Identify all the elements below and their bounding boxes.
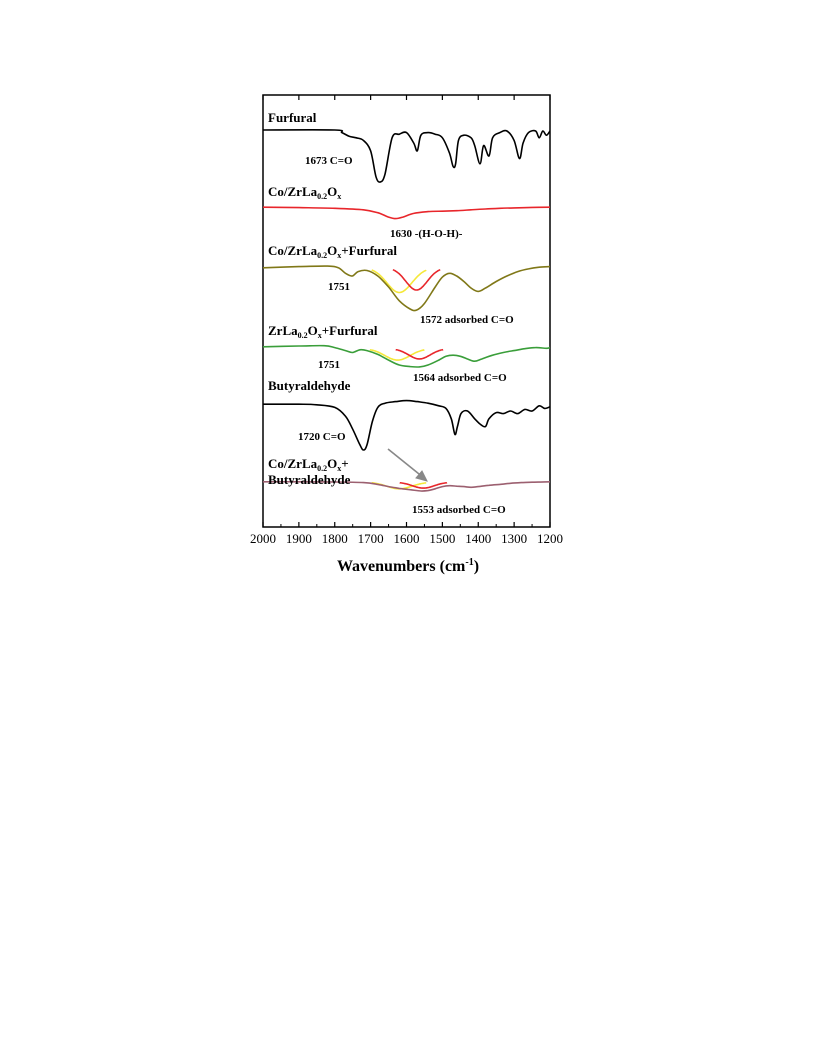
arrow-shaft <box>387 448 425 479</box>
series-line-1 <box>262 206 551 220</box>
series-line-0 <box>262 129 551 183</box>
peak-label-2-0: 1751 <box>328 281 350 293</box>
fit-red-1 <box>395 348 444 360</box>
series-label-4: Butyraldehyde <box>268 378 351 393</box>
fit-yellow-0 <box>371 269 427 294</box>
x-axis-title: Wavenumbers (cm-1) <box>337 557 479 575</box>
x-tick-label: 1300 <box>501 531 527 546</box>
peak-label-3-0: 1751 <box>318 359 340 371</box>
peak-label-2-1: 1572 adsorbed C=O <box>420 314 514 326</box>
x-tick-label: 2000 <box>250 531 276 546</box>
peak-label-1-0: 1630 -(H-O-H)- <box>390 228 463 240</box>
series-line-5 <box>262 480 551 492</box>
x-tick-label: 1500 <box>429 531 455 546</box>
series-line-3 <box>262 344 551 368</box>
series-line-2 <box>262 265 551 312</box>
series-lines <box>262 129 551 492</box>
fit-yellow-1 <box>369 348 425 361</box>
x-tick-label: 1800 <box>322 531 348 546</box>
peak-label-5-0: 1553 adsorbed C=O <box>412 504 506 516</box>
x-tick-label: 1200 <box>537 531 563 546</box>
x-tick-label: 1600 <box>394 531 420 546</box>
peak-label-0-0: 1673 C=O <box>305 155 353 167</box>
x-tick-label: 1400 <box>465 531 491 546</box>
peak-label-4-0: 1720 C=O <box>298 431 346 443</box>
series-line-4 <box>262 399 551 451</box>
series-label-3: ZrLa0.2Ox+Furfural <box>268 323 378 340</box>
shift-arrow <box>387 448 428 482</box>
series-label-2: Co/ZrLa0.2Ox+Furfural <box>268 243 397 260</box>
fit-red-2 <box>399 481 448 489</box>
x-tick-label: 1900 <box>286 531 312 546</box>
series-label-5: Co/ZrLa0.2Ox+ <box>268 456 349 473</box>
arrow-head <box>415 470 428 482</box>
x-axis-ticks: 2000 1900 1800 1700 1600 1500 1400 1300 1200 <box>250 95 563 546</box>
series-label-1: Co/ZrLa0.2Ox <box>268 184 341 201</box>
series-label-5-line2: Butyraldehyde <box>268 472 351 487</box>
fit-red-0 <box>392 268 441 291</box>
peak-label-3-1: 1564 adsorbed C=O <box>413 372 507 384</box>
series-label-0: Furfural <box>268 110 317 125</box>
x-tick-label: 1700 <box>358 531 384 546</box>
peak-annotations: 1673 C=O 1630 -(H-O-H)- 1751 1572 adsorbed … <box>298 155 514 516</box>
series-labels: Furfural Co/ZrLa0.2Ox Co/ZrLa0.2Ox+Furfura… <box>268 110 397 487</box>
